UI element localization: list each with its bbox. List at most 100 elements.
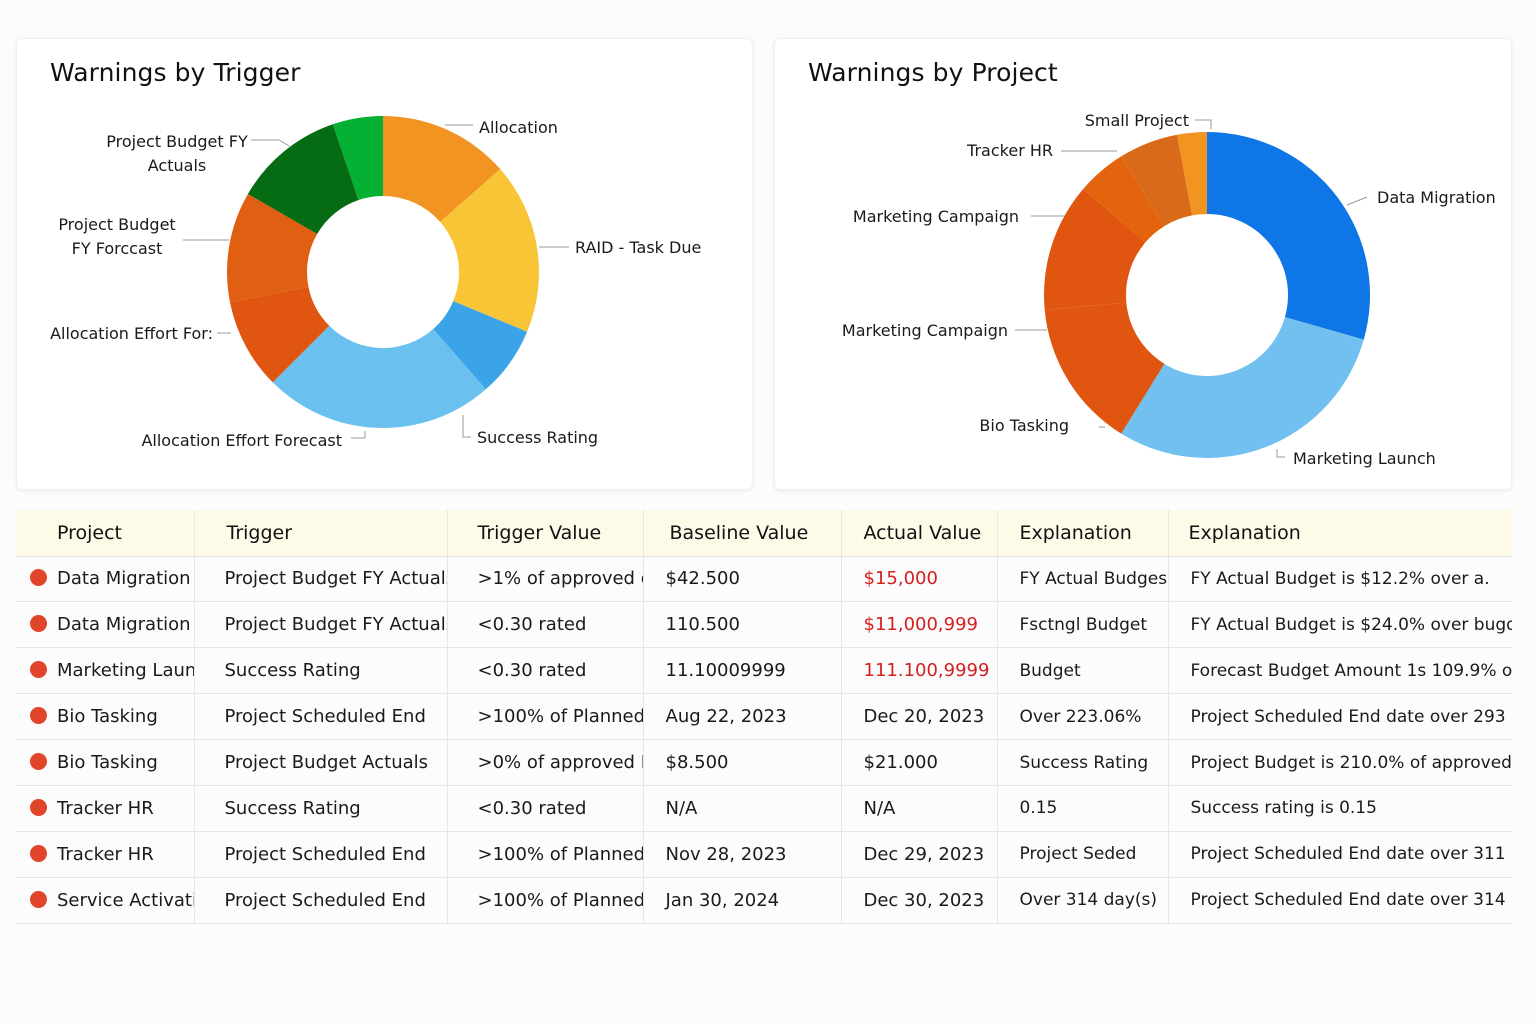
column-header-explanation-detail[interactable]: Explanation [1168,510,1512,557]
warnings-by-project-donut: Small Project Tracker HR Marketing Campaig… [842,111,1496,468]
explanation-cell: Success Rating [997,739,1169,786]
slice-label-leader-line [1195,119,1212,129]
project-cell: Tracker HR [16,785,195,832]
table-row[interactable]: Tracker HR Success Rating <0.30 rated N/A N/… [16,785,1512,832]
actual-value-cell: Dec 20, 2023 [841,693,998,741]
slice-label: Marketing Campaign [853,207,1019,226]
slice-label: Marketing Launch [1293,449,1436,468]
warnings-table: Project Trigger Trigger Value Baseline V… [16,510,1512,924]
donut-slice[interactable] [440,169,539,332]
table-row[interactable]: Data Migration Project Budget FY Actuals >… [16,556,1512,603]
slice-label: FY Forccast [72,239,163,258]
trigger-value-cell: >100% of Planned [447,877,644,924]
explanation-cell: Budget [997,647,1169,695]
baseline-value-cell: 110.500 [643,601,842,649]
explanation-cell: 0.15 [997,785,1169,832]
donut-slice[interactable] [332,116,383,201]
baseline-value-cell: Aug 22, 2023 [643,693,842,741]
slice-label: Small Project [1085,111,1189,130]
donut-slice[interactable] [247,124,359,234]
project-name: Data Migration [57,614,191,636]
donut-slice[interactable] [1177,132,1207,216]
project-name: Tracker HR [57,797,154,819]
baseline-value-cell: Nov 28, 2023 [643,831,842,878]
table-row[interactable]: Marketing LaunchSuccess Rating<0.30 rate… [16,647,1512,695]
explanation-cell: Fsctngl Budget [997,601,1169,649]
actual-value-cell: $15,000 [841,556,998,603]
trigger-cell: Success Rating [194,647,448,695]
trigger-cell: Project Budget FY Actuals [194,556,448,603]
explanation-detail-cell: Project Budget is 210.0% of approved [1168,739,1512,786]
project-cell: Bio Tasking [16,739,195,786]
actual-value-cell: N/A [841,785,998,832]
slice-label: Allocation Effort For: [50,324,213,343]
donut-slice[interactable] [1044,188,1146,311]
trigger-cell: Project Budget Actuals [194,739,448,786]
column-header-actual-value[interactable]: Actual Value [841,510,998,557]
table-row[interactable]: Service ActivationProject Scheduled End>… [16,877,1512,924]
slice-label: Project Budget FY [106,132,248,151]
warning-status-dot-icon [30,753,47,770]
baseline-value-cell: Jan 30, 2024 [643,877,842,924]
trigger-cell: Project Scheduled End [194,831,448,878]
trigger-value-cell: >100% of Planned [447,831,644,878]
column-header-trigger-value[interactable]: Trigger Value [447,510,644,557]
warnings-by-project-card: Warnings by Project Small Project Tracker… [774,38,1512,490]
trigger-cell: Project Budget FY Actuals [194,601,448,649]
column-header-baseline-value[interactable]: Baseline Value [643,510,842,557]
donut-slice[interactable] [229,286,330,383]
column-header-trigger[interactable]: Trigger [194,510,448,557]
donut-slice[interactable] [227,194,318,303]
project-cell: Tracker HR [16,831,195,878]
explanation-cell: Project Seded [997,831,1169,878]
slice-label: Allocation Effort Forecast [141,431,342,450]
table-row[interactable]: Tracker HR Project Scheduled End >100% of … [16,831,1512,878]
explanation-detail-cell: Project Scheduled End date over 314 day( [1168,877,1512,924]
slice-label: Success Rating [477,428,598,447]
explanation-detail-cell: Project Scheduled End date over 311 day( [1168,831,1512,878]
table-row[interactable]: Data Migration Project Budget FY Actuals <… [16,601,1512,649]
table-row[interactable]: Bio Tasking Project Scheduled End >100% of… [16,693,1512,741]
trigger-cell: Success Rating [194,785,448,832]
donut-slice[interactable] [272,325,486,428]
slice-label-leader-line [462,415,471,438]
warnings-by-trigger-donut: Allocation RAID - Task Due Success Rating A… [50,116,701,450]
actual-value-cell: Dec 29, 2023 [841,831,998,878]
warning-status-dot-icon [30,569,47,587]
trigger-cell: Project Scheduled End [194,693,448,741]
slice-label: RAID - Task Due [575,238,701,257]
warnings-by-trigger-card: Warnings by Trigger Allocation RAID - Tas… [16,38,753,490]
project-cell: Data Migration [16,601,195,649]
explanation-detail-cell: Success rating is 0.15 [1168,785,1512,832]
table-row[interactable]: Bio Tasking Project Budget Actuals >0% of … [16,739,1512,786]
project-cell: Service Activation [16,877,195,924]
actual-value-cell: $11,000,999 [841,601,998,649]
actual-value-cell: $21.000 [841,739,998,786]
column-header-project[interactable]: Project [16,510,195,557]
project-name: Service Activation [57,889,193,911]
donut-slice[interactable] [1207,132,1370,340]
warning-status-dot-icon [30,615,47,633]
trigger-cell: Project Scheduled End [194,877,448,924]
donut-slice[interactable] [1083,156,1165,243]
donut-slice[interactable] [1044,302,1165,434]
warning-status-dot-icon [30,798,47,816]
warning-status-dot-icon [30,661,47,679]
baseline-value-cell: $8.500 [643,739,842,786]
explanation-cell: FY Actual Budges [997,556,1169,603]
donut-slice[interactable] [383,116,501,222]
donut-slice[interactable] [1121,134,1193,227]
donut-slice[interactable] [1121,317,1364,458]
slice-label: Project Budget [58,215,175,234]
slice-label: Data Migration [1377,188,1496,207]
actual-value-cell: 111.100,9999 [841,647,998,695]
slice-label: Marketing Campaign [842,321,1008,340]
project-name: Bio Tasking [57,706,158,728]
explanation-cell: Over 223.06% [997,693,1169,741]
explanation-detail-cell: FY Actual Budget is $12.2% over a. [1168,556,1512,603]
table-header-row: Project Trigger Trigger Value Baseline V… [16,510,1512,557]
column-header-explanation[interactable]: Explanation [997,510,1169,557]
donut-slice[interactable] [433,301,528,390]
warning-status-dot-icon [30,844,47,862]
explanation-detail-cell: Project Scheduled End date over 293 day( [1168,693,1512,741]
